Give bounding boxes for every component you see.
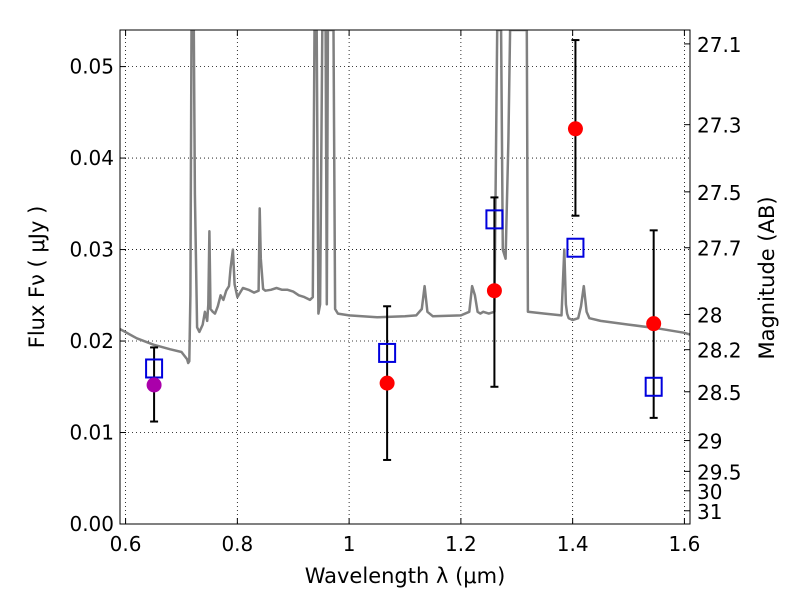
y-tick-label: 0.04 xyxy=(69,146,114,170)
x-tick-label: 0.6 xyxy=(110,532,142,556)
x-tick-label: 1.4 xyxy=(557,532,589,556)
y2-tick-label: 29.5 xyxy=(697,460,742,484)
y-tick-label: 0.00 xyxy=(69,512,114,536)
y2-tick-label: 29 xyxy=(697,430,722,454)
x-tick-label: 1.6 xyxy=(669,532,701,556)
y2-tick-label: 31 xyxy=(697,500,722,524)
model-spectrum xyxy=(120,30,690,365)
x-tick-label: 1 xyxy=(343,532,356,556)
y-tick-label: 0.01 xyxy=(69,421,114,445)
y2-tick-label: 28.2 xyxy=(697,339,742,363)
y2-tick-label: 28 xyxy=(697,303,722,327)
x-tick-label: 0.8 xyxy=(221,532,253,556)
x-tick-label: 1.2 xyxy=(445,532,477,556)
observed-point xyxy=(379,375,395,391)
axes: 0.6 0.8 1 1.2 1.4 1.6 0.00 0.01 0.02 0.03 0.04 0.05… xyxy=(69,30,742,556)
y2-tick-label: 27.5 xyxy=(697,181,742,205)
y-tick-label: 0.05 xyxy=(69,55,114,79)
y-axis-label: Flux Fν ( μJy ) xyxy=(25,206,49,349)
y2-tick-label: 30 xyxy=(697,480,722,504)
model-spectrum-line xyxy=(120,30,690,365)
x-axis-label: Wavelength λ (μm) xyxy=(305,564,506,588)
plot-frame xyxy=(119,29,691,525)
y2-tick-label: 27.1 xyxy=(697,33,742,57)
y2-tick-label: 28.5 xyxy=(697,381,742,405)
grid xyxy=(120,30,690,525)
model-photometry-point xyxy=(566,237,585,258)
y-tick-label: 0.02 xyxy=(69,329,114,353)
observed-point xyxy=(146,377,162,393)
y-tick-label: 0.03 xyxy=(69,238,114,262)
observed-point xyxy=(567,121,583,137)
model-photometry-point xyxy=(485,209,504,230)
error-bars xyxy=(150,39,658,461)
markers xyxy=(145,121,663,397)
observed-point xyxy=(486,283,502,299)
model-photometry-point xyxy=(644,376,663,397)
model-photometry-point xyxy=(378,342,397,363)
y2-tick-label: 27.3 xyxy=(697,114,742,138)
y2-axis-label: Magnitude (AB) xyxy=(755,196,779,359)
y2-tick-label: 27.7 xyxy=(697,237,742,261)
observed-point xyxy=(646,316,662,332)
